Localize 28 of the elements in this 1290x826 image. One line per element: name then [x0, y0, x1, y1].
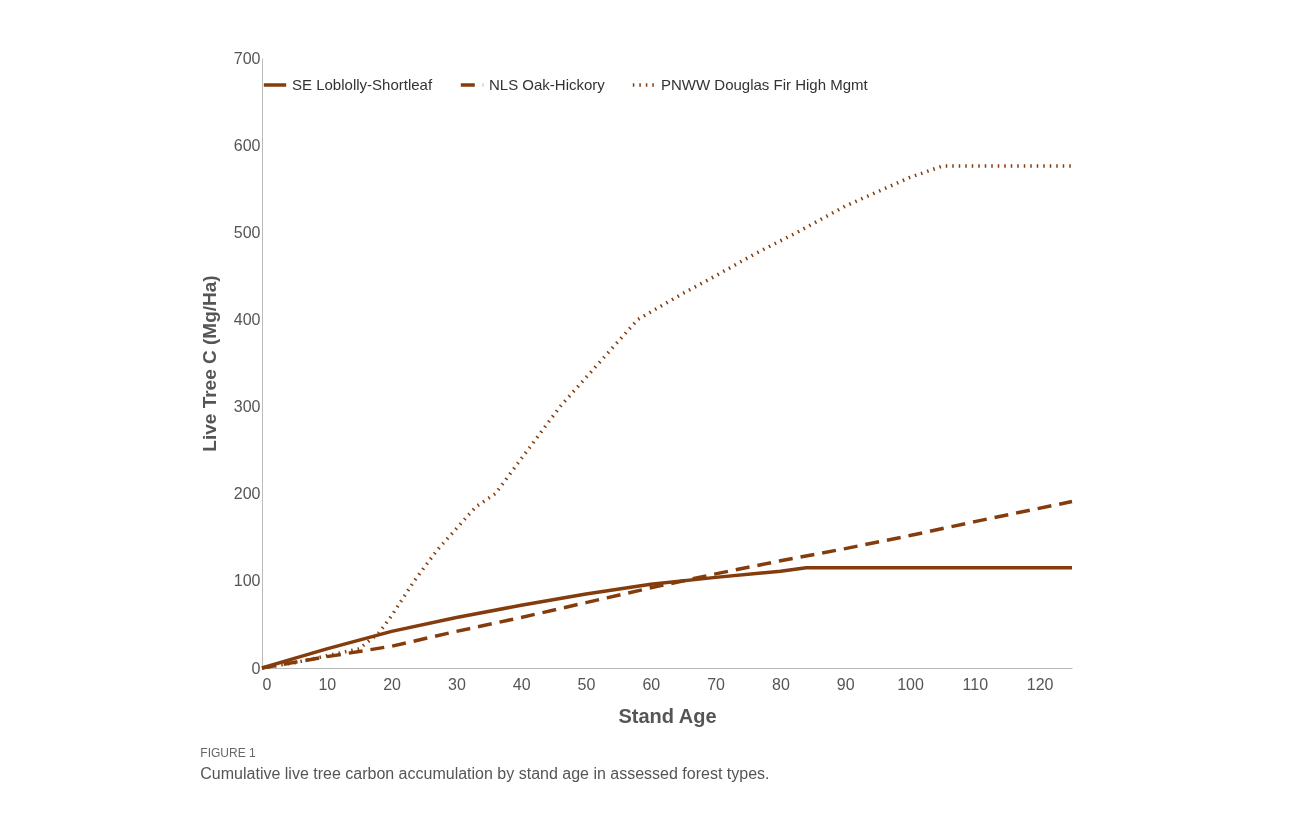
x-tick-label: 40: [512, 675, 531, 693]
x-tick-label: 50: [577, 675, 596, 693]
x-tick-label: 10: [318, 675, 337, 693]
y-tick-label: 200: [233, 485, 261, 503]
x-axis-title: Stand Age: [618, 704, 717, 727]
x-tick-label: 100: [897, 675, 924, 693]
y-tick-label: 500: [233, 223, 261, 241]
y-tick-label: 300: [233, 398, 261, 416]
x-tick-label: 120: [1026, 675, 1054, 693]
y-tick-label: 400: [233, 310, 261, 328]
text: Cumulative live tree carbon accumulation by stand age in assessed forest types.: [200, 765, 770, 782]
x-tick-label: 90: [836, 675, 855, 693]
legend-label: PNWW Douglas Fir High Mgmt: [661, 76, 869, 93]
x-tick-label: 70: [707, 675, 726, 693]
y-tick-label: 700: [233, 49, 261, 67]
x-tick-label: 80: [772, 675, 790, 693]
legend-label: SE Loblolly-Shortleaf: [292, 76, 433, 93]
x-tick-label: 0: [262, 675, 272, 693]
y-tick-label: 0: [251, 659, 261, 677]
caption: FIGURE 1: [200, 746, 256, 760]
legend-label: NLS Oak-Hickory: [489, 76, 606, 93]
x-tick-label: 110: [962, 675, 989, 693]
x-tick-label: 20: [383, 675, 402, 693]
x-tick-label: 30: [448, 675, 466, 693]
y-tick-label: 100: [233, 572, 261, 590]
x-tick-label: 60: [642, 675, 661, 693]
y-axis-title: Live Tree C (Mg/Ha): [198, 275, 220, 452]
y-tick-label: 600: [233, 136, 261, 154]
